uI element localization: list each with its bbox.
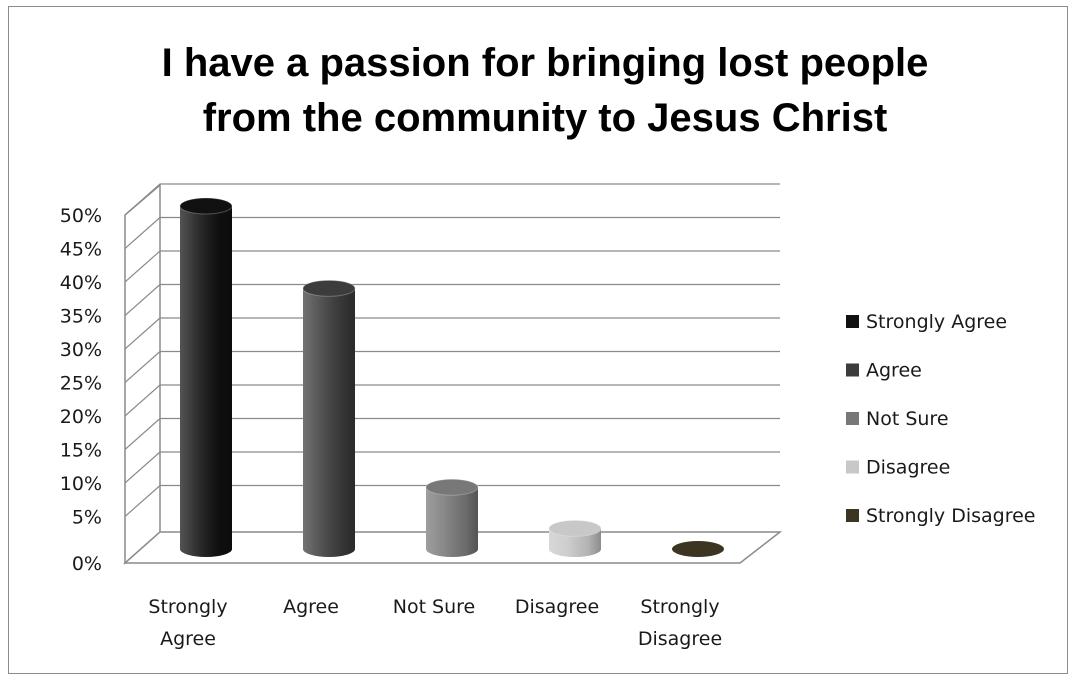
legend: Strongly Agree Agree Not Sure Disagree Stron… xyxy=(846,311,1035,527)
bar-shading xyxy=(426,487,478,557)
gridline xyxy=(124,216,780,249)
bar-top xyxy=(179,197,233,215)
legend-swatch xyxy=(846,412,859,425)
y-tick-label: 15% xyxy=(60,440,102,462)
bars xyxy=(179,197,724,557)
y-tick-label: 10% xyxy=(60,473,102,495)
legend-swatch xyxy=(846,363,859,377)
x-category-label: Disagree xyxy=(515,596,599,618)
legend-item: Not Sure xyxy=(846,408,949,430)
bar-top xyxy=(302,279,356,297)
legend-swatch xyxy=(846,460,859,474)
gridline xyxy=(124,317,780,350)
legend-item: Agree xyxy=(846,360,922,382)
bar-agree xyxy=(302,279,356,557)
bar-disagree xyxy=(548,519,602,557)
gridline xyxy=(124,183,780,216)
bar-strongly-agree xyxy=(179,197,233,557)
y-tick-label: 40% xyxy=(60,272,102,294)
y-tick-label: 5% xyxy=(72,507,102,529)
legend-label: Not Sure xyxy=(866,408,949,430)
bar-top xyxy=(548,519,602,537)
gridline xyxy=(124,384,780,417)
legend-item: Strongly Disagree xyxy=(846,505,1035,527)
bar-strongly-disagree xyxy=(672,541,724,557)
y-tick-label: 20% xyxy=(60,406,102,428)
chart-title-line-2: from the community to Jesus Christ xyxy=(203,96,888,140)
x-axis-categories: Strongly Agree Agree Not Sure Disagree Strong… xyxy=(148,596,722,650)
gridline xyxy=(124,250,780,283)
gridline xyxy=(124,451,780,484)
x-category-label: Not Sure xyxy=(393,596,476,618)
y-tick-label: 50% xyxy=(60,205,102,227)
x-category-label: Disagree xyxy=(638,628,722,650)
y-axis-ticks: 0% 5% 10% 15% 20% 25% 30% 35% 40% 45% 50% xyxy=(60,205,102,575)
bar-not-sure xyxy=(425,478,479,557)
bar-shading xyxy=(180,206,232,557)
gridline xyxy=(124,484,780,517)
chart-title-line-1: I have a passion for bringing lost peopl… xyxy=(162,41,929,85)
y-tick-label: 30% xyxy=(60,339,102,361)
legend-swatch xyxy=(846,315,859,328)
gridline xyxy=(124,417,780,450)
y-tick-label: 45% xyxy=(60,239,102,261)
x-category-label: Strongly xyxy=(148,596,227,618)
bar-shading xyxy=(549,528,601,557)
legend-label: Strongly Disagree xyxy=(866,505,1035,527)
y-tick-label: 25% xyxy=(60,373,102,395)
legend-label: Agree xyxy=(866,360,922,382)
x-category-label: Agree xyxy=(160,628,216,650)
legend-label: Disagree xyxy=(866,457,950,479)
bar-top xyxy=(672,541,724,557)
y-tick-label: 0% xyxy=(72,553,102,575)
gridlines xyxy=(124,183,780,517)
x-category-label: Agree xyxy=(283,596,339,618)
legend-item: Disagree xyxy=(846,457,950,479)
bar-shading xyxy=(303,288,355,557)
gridline xyxy=(124,283,780,316)
x-category-label: Strongly xyxy=(640,596,719,618)
legend-label: Strongly Agree xyxy=(866,311,1007,333)
gridline xyxy=(124,350,780,383)
y-tick-label: 35% xyxy=(60,306,102,328)
legend-item: Strongly Agree xyxy=(846,311,1007,333)
side-wall xyxy=(124,183,161,565)
legend-swatch xyxy=(846,509,859,522)
bar-top xyxy=(425,478,479,496)
